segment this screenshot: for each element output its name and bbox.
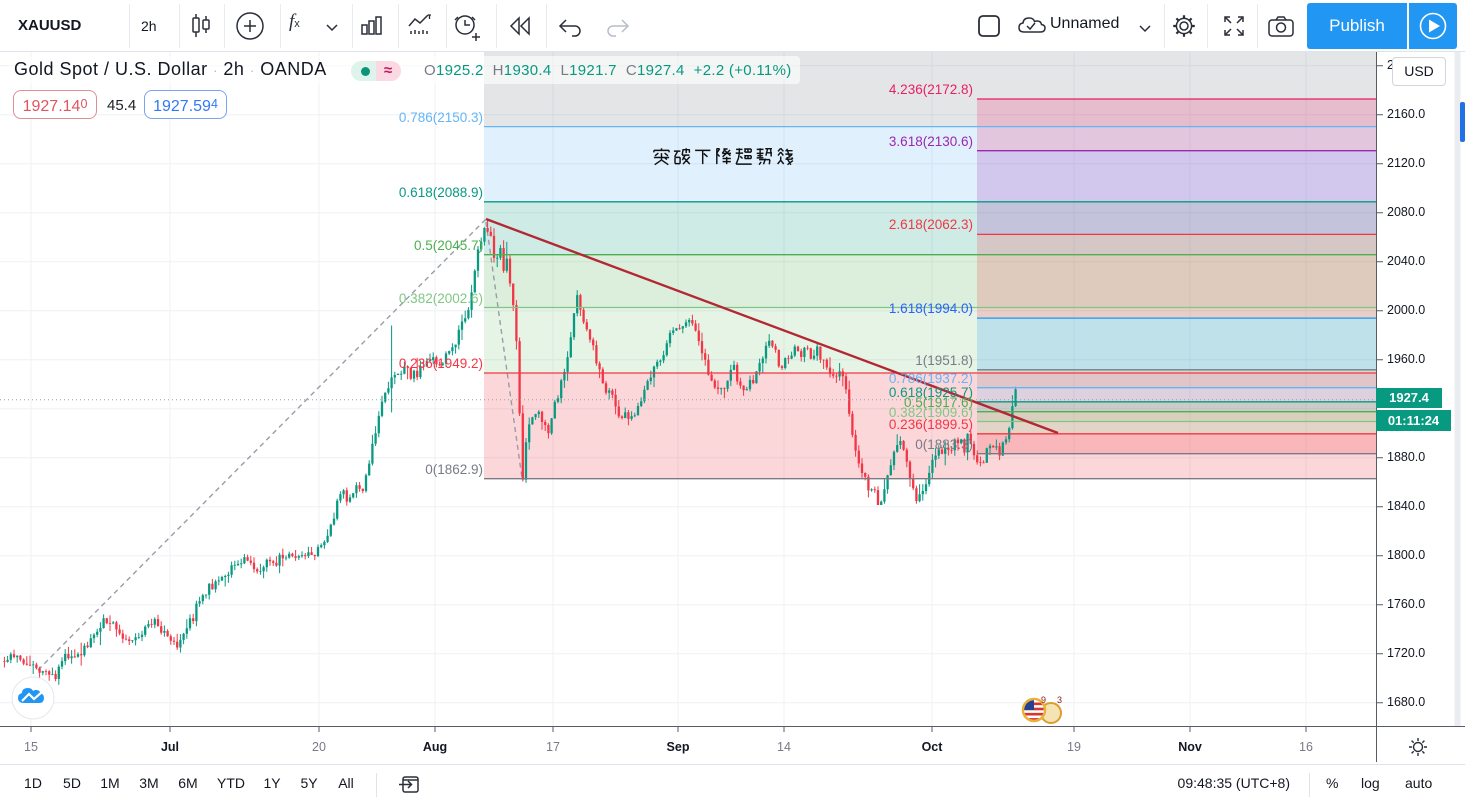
svg-text:3: 3 [1057, 695, 1062, 705]
svg-text:9: 9 [1041, 695, 1046, 705]
